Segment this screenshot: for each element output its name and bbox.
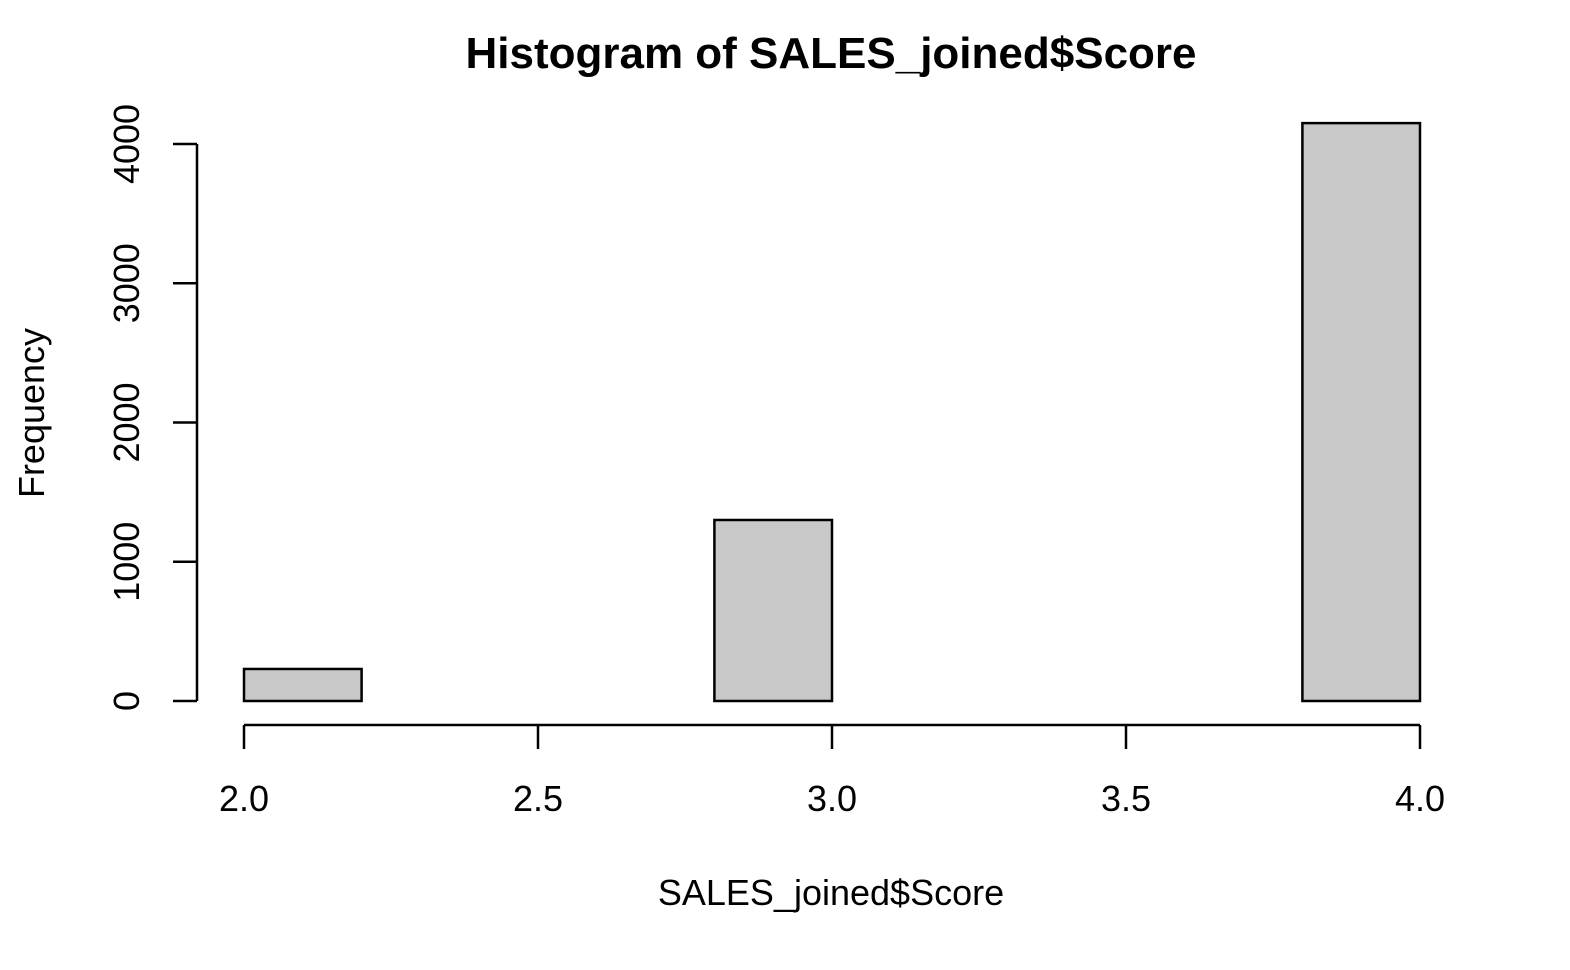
y-tick-label-2: 2000	[106, 382, 147, 462]
bars-group	[242, 121, 1422, 703]
y-tick-label-1: 1000	[106, 522, 147, 602]
histogram-bar-4	[713, 518, 834, 703]
x-tick-label-3: 3.5	[1101, 778, 1151, 819]
y-axis: 0 1000 2000 3000 4000	[106, 104, 199, 711]
x-tick-label-0: 2.0	[219, 778, 269, 819]
histogram-bar-9	[1301, 121, 1422, 703]
y-tick-label-4: 4000	[106, 104, 147, 184]
x-axis: 2.0 2.5 3.0 3.5 4.0	[219, 723, 1445, 819]
y-tick-label-3: 3000	[106, 243, 147, 323]
x-tick-label-1: 2.5	[513, 778, 563, 819]
y-axis-label: Frequency	[11, 328, 52, 498]
chart-title: Histogram of SALES_joined$Score	[465, 29, 1196, 78]
x-axis-label: SALES_joined$Score	[658, 872, 1004, 913]
x-tick-label-4: 4.0	[1395, 778, 1445, 819]
y-tick-label-0: 0	[106, 691, 147, 711]
x-tick-label-2: 3.0	[807, 778, 857, 819]
histogram-bar-0	[242, 667, 363, 703]
